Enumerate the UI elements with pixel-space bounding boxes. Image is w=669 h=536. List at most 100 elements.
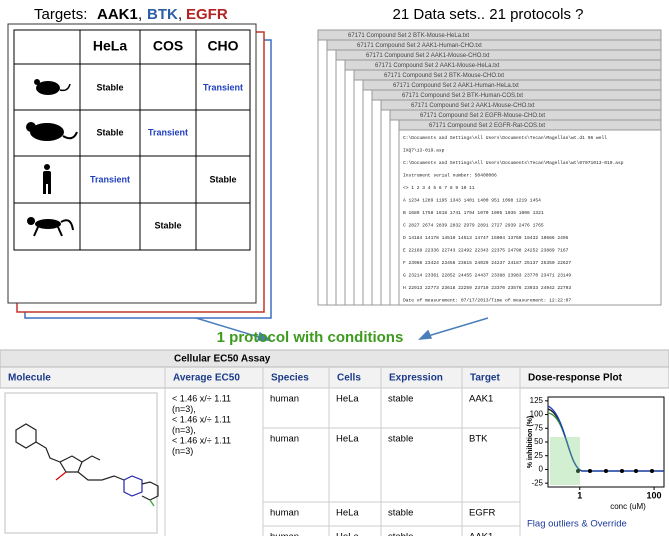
fit-curve	[547, 405, 664, 472]
cell-text: human	[270, 532, 299, 536]
targets-label: Targets:	[34, 6, 87, 23]
window-title: 67171 Compound Set 2 AAK1-Mouse-CHO.txt	[411, 103, 535, 109]
file-line: A 1234 1289 1195 1343 1401 1400 951 1098…	[403, 198, 541, 204]
file-line: Instrument serial number: 50400006	[403, 173, 497, 179]
cell-text: EGFR	[469, 508, 496, 519]
expression-cell: Transient	[203, 82, 243, 92]
cell-text: human	[270, 434, 299, 445]
separator: ,	[138, 6, 142, 23]
cell-text: human	[270, 508, 299, 519]
expression-cell: Stable	[96, 82, 123, 92]
card-front	[7, 23, 257, 304]
title-bar	[398, 119, 662, 131]
column-header: Target	[470, 373, 500, 384]
data-point	[576, 469, 580, 473]
data-point	[588, 469, 592, 473]
x-tick-label: 1	[577, 490, 582, 500]
data-point	[604, 469, 608, 473]
window-title: 67171 Compound Set 2 EGFR-Mouse-CHO.txt	[420, 113, 545, 119]
data-point	[650, 469, 654, 473]
x-tick-label: 100	[647, 490, 662, 500]
ec50-text: (n=3)	[172, 446, 193, 456]
column-header: Average EC50	[173, 373, 240, 384]
file-line: C:\Documents and Settings\All Users\Docu…	[403, 160, 624, 166]
expression-cell: Stable	[96, 127, 123, 137]
file-line: B 1689 1758 1618 1741 1794 1070 1095 103…	[403, 210, 544, 216]
file-windows: 67171 Compound Set 2 BTK-Mouse-HeLa.txt 6…	[317, 29, 662, 306]
cell-text: stable	[388, 394, 413, 405]
data-point	[620, 469, 624, 473]
y-tick-label: 100	[530, 410, 544, 419]
expression-cell: Transient	[90, 174, 130, 184]
column-header: Cells	[337, 373, 361, 384]
window-title: 67171 Compound Set 2 AAK1-Mouse-HeLa.txt	[375, 63, 500, 69]
cell-text: human	[270, 394, 299, 405]
column-header: Molecule	[8, 373, 51, 384]
file-line: C:\Documents and Settings\All Users\Docu…	[403, 135, 607, 141]
file-line: G 23214 23361 22852 24455 24437 23388 23…	[403, 273, 571, 279]
y-tick-label: -25	[531, 478, 543, 487]
expression-cell: Stable	[209, 174, 236, 184]
caption: 1 protocol with conditions	[217, 329, 404, 346]
datasets-title: 21 Data sets.. 21 protocols ?	[393, 6, 584, 23]
file-window	[398, 119, 662, 306]
cell-text: HeLa	[336, 394, 359, 405]
file-line: <> 1 2 3 4 5 6 7 8 9 10 11	[403, 185, 475, 191]
file-line: C 2827 2674 2839 2832 2979 2891 2727 293…	[403, 223, 544, 229]
data-point	[634, 469, 638, 473]
ec50-text: (n=3),	[172, 425, 196, 435]
window-title: 67171 Compound Set 2 BTK-Mouse-CHO.txt	[384, 73, 504, 79]
window-title: 67171 Compound Set 2 AAK1-Mouse-CHO.txt	[366, 53, 490, 59]
file-line: E 22168 22336 22743 22492 22343 22375 24…	[403, 248, 569, 254]
cell-text: AAK1	[469, 532, 493, 536]
cell-text: BTK	[469, 434, 488, 445]
ec50-text: < 1.46 x/÷ 1.11	[172, 393, 231, 403]
y-axis-label: % inhibition (%)	[527, 416, 534, 469]
ec50-text: (n=3),	[172, 404, 196, 414]
override-link[interactable]: Flag outliers & Override	[527, 519, 627, 530]
expression-cell: Transient	[148, 127, 188, 137]
file-line: H 22913 22773 23618 22259 23719 23370 23…	[403, 285, 571, 291]
group-header	[0, 349, 669, 368]
file-line: F 23966 23424 23456 23615 24029 24237 24…	[403, 260, 571, 266]
assay-body: Molecule Average EC50 Species Cells Expressi…	[8, 367, 665, 536]
y-tick-label: 50	[534, 437, 543, 446]
column-header: Expression	[389, 373, 443, 384]
y-tick-label: 0	[539, 465, 544, 474]
separator: ,	[178, 6, 182, 23]
highlight-band	[550, 437, 580, 485]
file-line: D 14184 14178 14510 14513 14747 15004 13…	[403, 235, 569, 241]
file-line: Date of measurement: 07/17/2013/Time of …	[403, 298, 571, 304]
expression-cell: Stable	[154, 220, 181, 230]
column-header: Species	[271, 373, 309, 384]
molecule-structure	[4, 392, 159, 534]
group-title: Cellular EC50 Assay	[174, 354, 271, 365]
column-label: COS	[153, 38, 183, 54]
cell-text: stable	[388, 532, 413, 536]
cell-text: HeLa	[336, 508, 359, 519]
column-label: HeLa	[93, 38, 127, 54]
y-tick-label: 125	[530, 396, 544, 405]
cell-text: AAK1	[469, 394, 493, 405]
window-title: 67171 Compound Set 2 BTK-Mouse-HeLa.txt	[348, 33, 469, 39]
arrows	[195, 317, 489, 341]
cell-text: HeLa	[336, 532, 359, 536]
window-title: 67171 Compound Set 2 BTK-Human-COS.txt	[402, 93, 523, 99]
cell-text: stable	[388, 508, 413, 519]
cell-text: stable	[388, 434, 413, 445]
animal-icons	[26, 79, 78, 237]
file-line: IXQ7\13-019.asp	[403, 148, 445, 154]
cell-text: HeLa	[336, 434, 359, 445]
window-title: 67171 Compound Set 2 AAK1-Human-CHO.txt	[357, 43, 482, 49]
window-title: 67171 Compound Set 2 AAK1-Human-HeLa.txt	[393, 83, 519, 89]
ec50-text: < 1.46 x/÷ 1.11	[172, 414, 231, 424]
window-title: 67171 Compound Set 2 EGFR-Rat-COS.txt	[429, 123, 545, 129]
column-label: CHO	[207, 38, 238, 54]
target: BTK	[147, 6, 178, 23]
column-header: Dose-response Plot	[528, 373, 623, 384]
ec50-text: < 1.46 x/÷ 1.11	[172, 435, 231, 445]
target: AAK1	[97, 6, 138, 23]
target: EGFR	[186, 6, 228, 23]
y-tick-label: 25	[534, 451, 543, 460]
